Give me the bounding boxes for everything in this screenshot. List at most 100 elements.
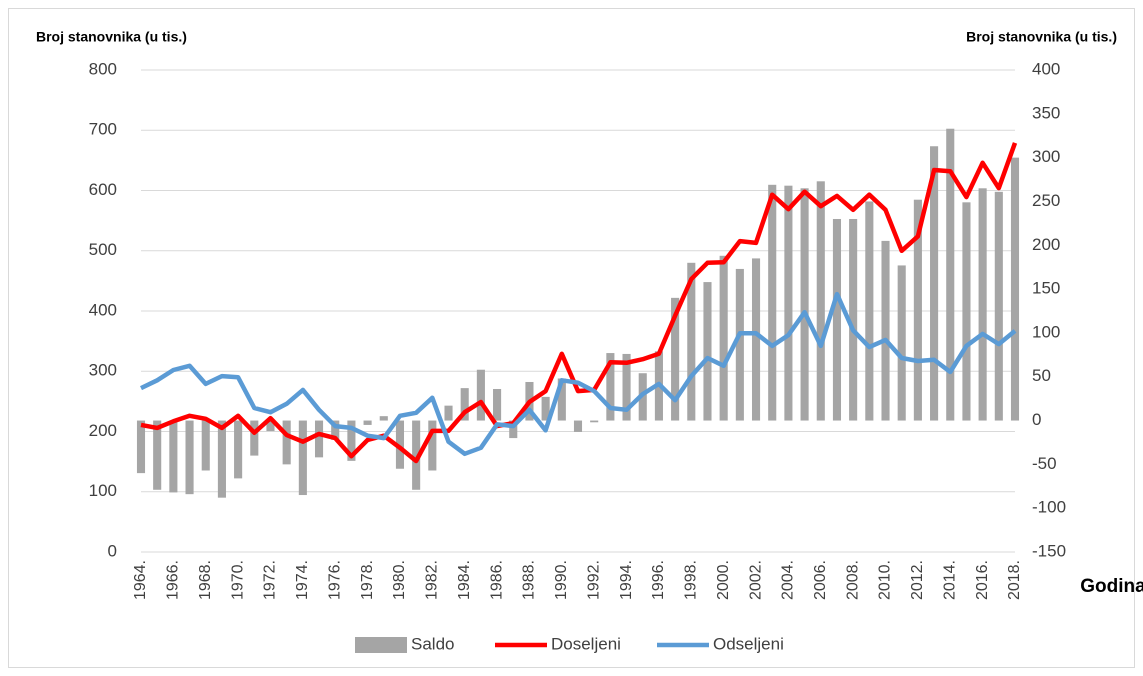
bar [347,420,356,461]
bar [962,202,971,421]
y-tick-label: 600 [89,180,117,199]
bar [881,240,890,421]
line [140,291,1017,457]
bar [493,388,502,421]
y2-tick-label: -50 [1032,454,1057,473]
x-tick-label: 2002. [747,560,764,600]
bar [832,218,842,421]
x-tick-label: 2006. [812,560,829,600]
line [140,142,1018,464]
x-tick-label: 1990. [553,560,570,600]
x-tick-label: 1970. [229,560,246,600]
bar [978,188,987,421]
x-tick-label: 1968. [197,560,214,600]
y2-tick-label: 300 [1032,147,1060,166]
bar [930,146,939,421]
bar [331,420,340,440]
bar [816,181,825,421]
y2-axis-title: Broj stanovnika (u tis.) [966,29,1117,45]
bar [1010,157,1020,421]
bar [379,416,388,421]
legend-label: Doseljeni [551,634,621,653]
x-tick-label: 1996. [650,560,667,600]
x-tick-label: 2016. [974,560,991,600]
x-tick-label: 1972. [262,560,279,600]
bar [751,258,761,421]
x-tick-label: 2004. [780,560,797,600]
bar [476,369,485,421]
x-axis-title: Godina [1080,576,1143,597]
bar [201,420,210,471]
bar [217,420,226,498]
bar [395,420,405,469]
x-tick-label: 1986. [488,560,505,600]
bar [994,191,1003,421]
y2-tick-label: 0 [1032,410,1041,429]
y-tick-label: 400 [89,300,117,319]
x-tick-label: 1964. [132,560,149,600]
bar [897,265,906,421]
y2-tick-label: -100 [1032,498,1066,517]
bar [573,420,583,432]
bar [590,420,599,423]
x-tick-label: 1994. [618,560,635,600]
bar [622,353,631,421]
x-tick-label: 1992. [585,560,602,600]
bar [541,396,550,421]
y2-tick-label: 400 [1032,59,1060,78]
bar [735,268,744,421]
bar [865,201,874,421]
bar [298,420,307,496]
bar [185,420,194,495]
bar [282,420,291,465]
bar [412,420,421,490]
bar [606,353,615,421]
bar [153,420,162,490]
x-tick-label: 1976. [326,560,343,600]
bar [136,420,146,474]
x-tick-label: 2008. [844,560,861,600]
y-tick-label: 800 [89,59,117,78]
y-tick-label: 700 [89,120,117,139]
legend-swatch [355,637,407,653]
bar [671,297,680,421]
bar [557,378,566,421]
bar [849,218,858,421]
x-tick-label: 1980. [391,560,408,600]
y2-tick-label: 200 [1032,235,1060,254]
y2-tick-label: -150 [1032,541,1066,560]
bar [719,255,728,421]
y2-tick-label: 150 [1032,279,1060,298]
x-tick-label: 2018. [1006,560,1023,600]
bar [768,184,777,421]
bar [444,405,453,421]
y2-tick-label: 100 [1032,322,1060,341]
y-tick-label: 0 [108,541,117,560]
y-tick-label: 200 [89,421,117,440]
bar [800,188,809,421]
bar [913,199,922,421]
x-tick-label: 2010. [877,560,894,600]
x-tick-label: 1978. [359,560,376,600]
x-tick-label: 1984. [456,560,473,600]
x-tick-label: 1982. [424,560,441,600]
y-tick-label: 100 [89,481,117,500]
x-tick-label: 1966. [165,560,182,600]
bar [687,262,696,421]
y2-tick-label: 350 [1032,103,1060,122]
bar [169,420,178,493]
bar [460,388,469,421]
bar [363,420,372,425]
x-tick-label: 2014. [941,560,958,600]
bar [703,282,712,421]
x-tick-label: 1998. [683,560,700,600]
legend-label: Saldo [411,634,454,653]
x-tick-label: 2012. [909,560,926,600]
y-tick-label: 300 [89,361,117,380]
bar [250,420,259,456]
bar [234,420,243,479]
legend-label: Odseljeni [713,634,784,653]
y-tick-label: 500 [89,240,117,259]
bar [784,185,793,421]
